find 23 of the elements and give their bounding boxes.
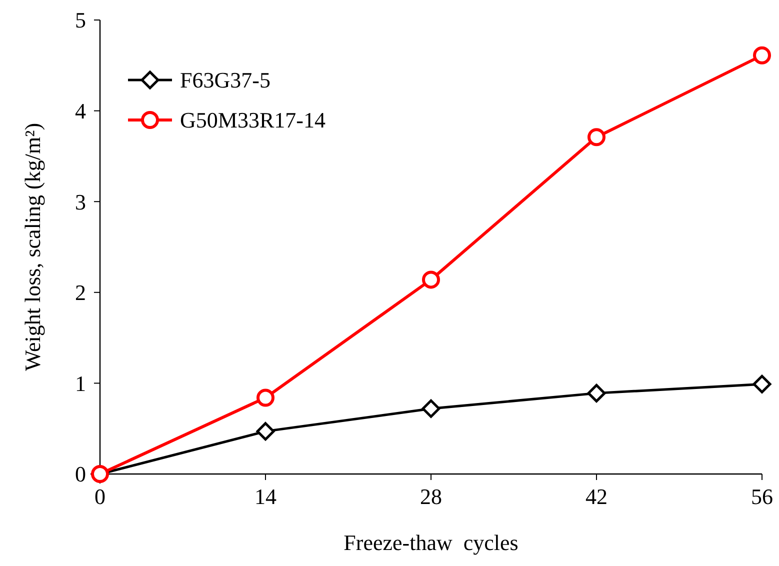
point <box>422 399 440 418</box>
x-tick-label: 0 <box>94 484 106 509</box>
point <box>753 46 771 64</box>
point <box>588 128 606 146</box>
x-tick-label: 42 <box>586 484 608 509</box>
legend-label: F63G37-5 <box>180 68 270 93</box>
y-axis-title: Weight loss, scaling (kg/m²) <box>20 122 45 372</box>
point <box>422 270 440 289</box>
y-tick-label: 2 <box>75 280 86 306</box>
point <box>587 384 606 402</box>
y-tick-label: 3 <box>75 189 86 214</box>
x-tick-label: 28 <box>420 484 442 509</box>
point <box>752 374 772 394</box>
y-tick-label: 5 <box>75 8 86 33</box>
y-tick-label: 1 <box>75 370 86 396</box>
point <box>256 422 275 441</box>
legend-label: G50M33R17-14 <box>180 108 326 133</box>
y-tick-label: 4 <box>75 98 86 124</box>
x-axis-title: Freeze-thaw cycles <box>344 530 518 555</box>
x-tick-label: 56 <box>751 484 773 509</box>
x-tick-label: 14 <box>254 484 276 509</box>
y-tick-label: 0 <box>75 462 86 487</box>
point <box>256 388 274 407</box>
